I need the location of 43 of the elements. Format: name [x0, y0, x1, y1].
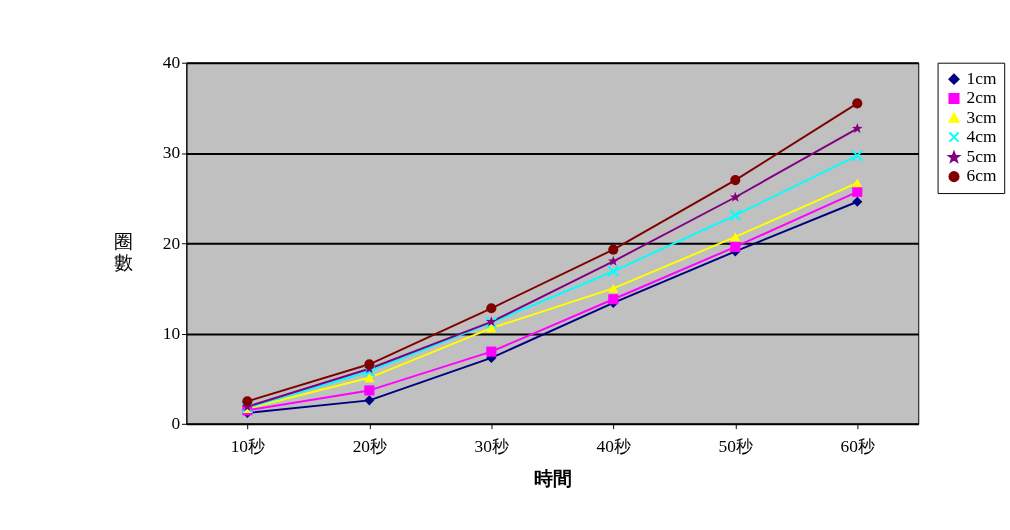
x-tick-label: 60秒	[840, 437, 875, 457]
y-tick-label: 10	[162, 323, 181, 343]
legend-label: 1cm	[966, 68, 997, 88]
point	[730, 175, 741, 186]
x-tick-label: 40秒	[596, 437, 631, 457]
point	[730, 232, 741, 242]
point	[486, 346, 497, 357]
legend-label: 6cm	[966, 166, 997, 186]
point	[364, 395, 375, 406]
point	[607, 265, 620, 278]
point	[852, 196, 863, 207]
point	[486, 303, 497, 314]
x-tick-label: 10秒	[230, 437, 266, 457]
legend-label: 5cm	[966, 147, 997, 167]
point	[852, 186, 863, 197]
y-axis-title: 圈數	[114, 230, 134, 273]
point	[364, 359, 375, 370]
legend-label: 2cm	[966, 88, 997, 108]
legend-label: 3cm	[966, 107, 997, 127]
point	[730, 241, 741, 252]
point	[242, 396, 253, 407]
y-tick-label: 40	[162, 53, 181, 73]
x-tick-label: 20秒	[352, 437, 388, 457]
point	[608, 284, 619, 293]
point	[364, 385, 375, 396]
point	[363, 365, 376, 378]
point	[851, 123, 863, 134]
point	[607, 255, 619, 266]
point	[486, 323, 497, 333]
point	[364, 373, 375, 383]
y-tick-label: 30	[162, 143, 181, 163]
point	[852, 178, 863, 188]
legend-label: 4cm	[966, 126, 997, 146]
y-tick-label: 0	[171, 414, 181, 434]
point	[608, 244, 619, 255]
x-axis-title: 時間	[533, 468, 572, 490]
y-tick-label: 20	[162, 233, 181, 253]
point	[851, 149, 864, 162]
x-tick-label: 30秒	[474, 437, 509, 457]
x-tick-label: 50秒	[718, 437, 753, 457]
point	[729, 209, 742, 222]
point	[729, 191, 741, 202]
point	[852, 98, 863, 109]
